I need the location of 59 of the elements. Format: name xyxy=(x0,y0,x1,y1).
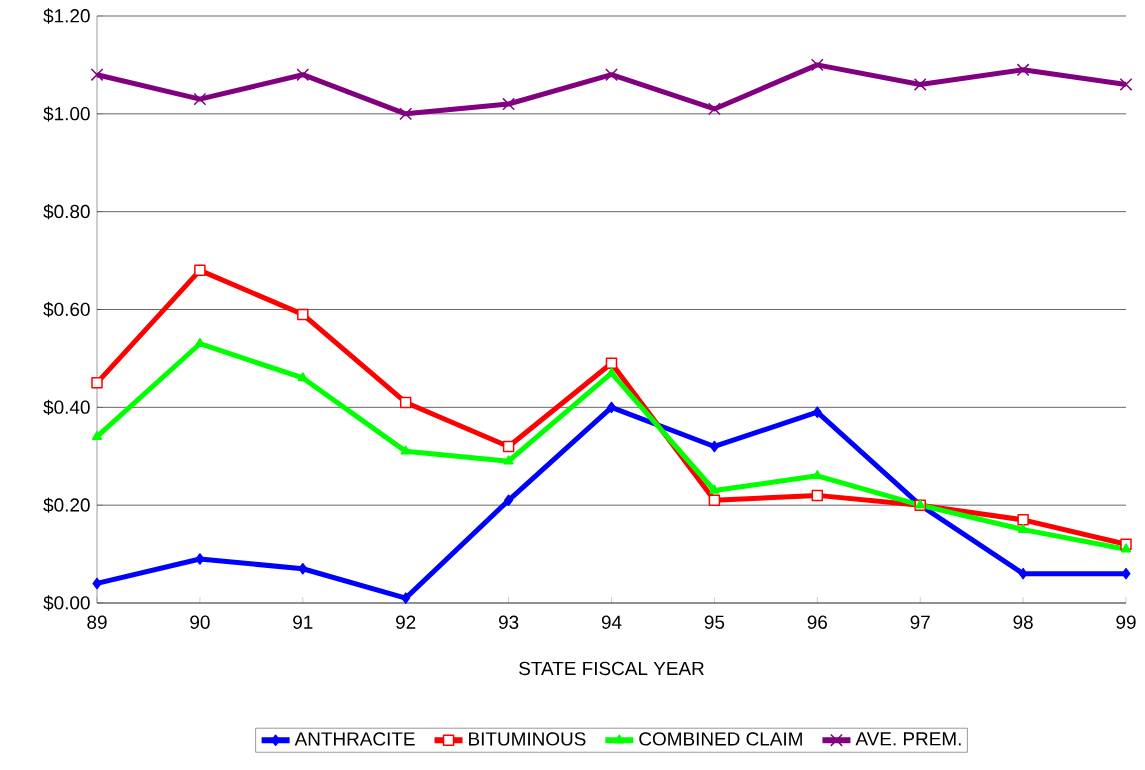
point xyxy=(298,563,308,575)
point xyxy=(399,396,412,409)
point xyxy=(91,377,103,389)
point xyxy=(1119,78,1133,91)
point xyxy=(399,107,413,121)
point xyxy=(297,372,308,382)
x-axis-title: STATE FISCAL YEAR xyxy=(519,661,704,676)
point xyxy=(812,406,822,418)
y-tick-label: $0.60 xyxy=(43,301,90,318)
point xyxy=(91,430,103,440)
point xyxy=(605,68,618,82)
x-tick-label: 93 xyxy=(498,615,519,629)
point xyxy=(502,440,515,453)
legend-label: AVE. PREM. xyxy=(855,732,961,746)
y-tick-label: $1.00 xyxy=(43,106,90,122)
point xyxy=(400,445,411,455)
x-tick-label: 99 xyxy=(1116,615,1136,629)
legend-label: ANTHRACITE xyxy=(294,732,415,746)
y-tick-label: $0.80 xyxy=(43,204,90,220)
legend-label: COMBINED CLAIM xyxy=(639,732,802,746)
point xyxy=(1018,523,1029,533)
x-tick-label: 95 xyxy=(704,615,725,629)
point xyxy=(297,308,309,321)
point xyxy=(606,367,617,377)
point xyxy=(296,68,310,82)
point xyxy=(1120,543,1132,553)
point xyxy=(709,440,719,453)
point xyxy=(709,484,720,494)
point xyxy=(194,264,206,277)
point xyxy=(913,78,927,91)
point xyxy=(504,494,514,507)
legend-label: BITUMINOUS xyxy=(469,732,586,746)
point xyxy=(502,97,516,111)
point xyxy=(92,577,102,590)
x-tick-label: 96 xyxy=(807,615,827,629)
point xyxy=(1018,567,1028,580)
y-tick-label: $0.00 xyxy=(43,595,90,611)
point xyxy=(708,102,721,116)
x-tick-label: 91 xyxy=(293,615,313,629)
y-tick-label: $0.20 xyxy=(43,497,90,513)
x-tick-label: 92 xyxy=(396,615,416,629)
point xyxy=(193,92,207,106)
x-tick-label: 89 xyxy=(87,615,107,629)
point xyxy=(90,68,104,82)
x-tick-label: 94 xyxy=(601,615,622,629)
point xyxy=(1121,567,1131,580)
y-tick-label: $0.40 xyxy=(43,399,90,415)
point xyxy=(811,489,824,502)
point xyxy=(1016,63,1030,77)
point xyxy=(708,494,721,507)
point xyxy=(605,357,618,370)
x-tick-label: 90 xyxy=(190,615,210,629)
point xyxy=(1017,514,1029,526)
point xyxy=(503,455,514,465)
x-tick-label: 98 xyxy=(1013,615,1033,629)
y-tick-label: $1.20 xyxy=(43,8,90,24)
point xyxy=(401,592,411,604)
point xyxy=(810,58,824,72)
x-tick-label: 97 xyxy=(910,615,930,629)
